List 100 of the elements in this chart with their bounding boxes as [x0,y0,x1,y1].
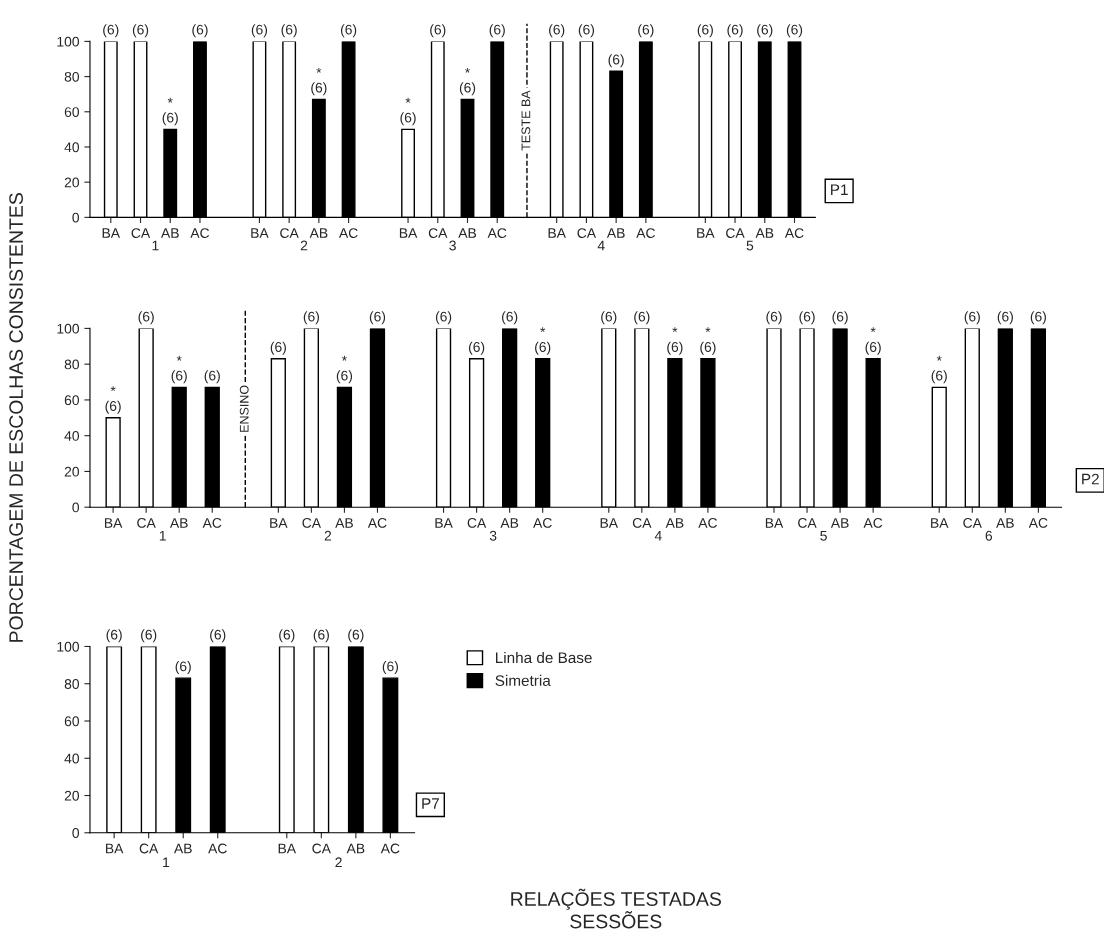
annotation: (6) [270,341,286,355]
x-tick-label: CA [137,517,156,528]
text: 2 [335,857,342,868]
x-tick-label: AC [636,228,655,238]
text: 4 [597,240,605,251]
x-tick-label: CA [726,228,745,238]
text: (6) [578,24,595,38]
x-tick-label: CA [963,517,982,528]
x-tick-label: BA [106,843,124,854]
x-tick-label: BA [270,518,288,528]
text: P7 [422,798,439,809]
text: 3 [489,530,497,541]
x-tick-label: AB [346,843,365,854]
x-tick-label: AB [996,518,1014,528]
x-tick-label: AC [487,228,507,238]
x-tick-label: AB [161,228,179,238]
x-tick-label: AC [338,228,358,238]
annotation: (6) [382,661,399,674]
x-tick-label: AC [533,517,552,528]
text: (6) [502,311,518,325]
text: 1 [163,857,170,868]
x-tick-label: CA [577,228,597,238]
x-tick-label: BA [102,228,121,238]
text: 3 [449,240,456,251]
y-axis-title: PORCENTAGEM DE ESCOLHAS CONSISTENTES [9,193,23,642]
x-tick-label: CA [139,843,159,854]
y-tick-label: 40 [64,142,80,153]
y-tick-label: 80 [64,359,80,370]
text: 1 [152,240,159,251]
y-tick-label: 20 [64,466,80,477]
x-tick-label: AB [173,843,192,854]
y-tick-label: 60 [64,107,80,117]
x-tick-label: AB [665,518,684,528]
text: (6) [303,311,319,325]
annotation: (6) [175,661,191,674]
text: (6) [601,311,617,325]
text: (6) [549,24,565,38]
x-tick-label: BA [548,228,566,238]
x-tick-label: AC [784,228,804,238]
x-tick-label: BA [435,518,453,528]
text: (6) [251,24,268,38]
text: (6) [799,311,815,325]
y-tick-label: 100 [57,323,80,334]
y-tick-label: 20 [64,790,80,801]
text: (6) [132,24,149,38]
x-tick-label: BA [278,843,297,854]
y-tick-label: 0 [72,212,80,223]
x-tick-label: AC [380,843,400,854]
x-tick-label: AB [755,228,774,238]
annotation: ENSINO [239,385,249,432]
text: P2 [1082,473,1099,485]
x-tick-label: AC [190,228,210,238]
x-tick-label: AB [309,228,328,238]
y-tick-label: 0 [72,502,80,513]
text: (6) [141,629,157,643]
x-tick-label: BA [697,228,715,238]
x-tick-label: AB [335,518,353,528]
annotation: * (6) [667,327,683,355]
text: (6) [340,24,357,38]
text: (6) [210,629,226,643]
x-tick-label: BA [600,518,619,528]
y-tick-label: 60 [64,716,80,727]
text: 2 [300,240,308,251]
x-tick-label: AB [830,518,849,528]
text: (6) [489,24,505,38]
text: (6) [281,24,297,38]
text: (6) [638,24,654,38]
text: 1 [159,530,166,541]
x-tick-label: AC [202,517,222,528]
x-axis-title: RELAÇÕES TESTADAS SESSÕES [511,888,721,929]
text: (6) [727,24,743,38]
text: 5 [746,240,754,251]
annotation: * (6) [336,355,353,384]
x-tick-label: AB [606,228,625,238]
annotation: * (6) [535,327,551,355]
annotation: * (6) [162,97,178,126]
text: (6) [313,629,329,643]
x-tick-label: CA [798,517,817,528]
text: (6) [369,311,386,325]
text: (6) [766,311,782,325]
y-tick-label: 100 [57,641,80,652]
x-tick-label: CA [280,228,299,238]
text: 4 [654,530,662,541]
legend-label: Simetria [495,674,551,686]
y-tick-label: 60 [64,395,80,406]
y-tick-label: 100 [57,36,80,47]
y-tick-label: 20 [64,177,80,188]
x-tick-label: CA [312,843,331,854]
annotation: (6) [608,54,624,68]
text: (6) [103,24,119,38]
annotation: * (6) [400,97,416,126]
text: (6) [634,311,650,325]
text: P1 [831,184,848,195]
y-tick-label: 40 [64,431,80,441]
y-tick-label: 40 [64,753,80,764]
x-tick-label: AB [500,518,519,528]
x-tick-label: CA [302,517,321,528]
annotation: * (6) [311,67,327,96]
legend-label: Linha de Base [496,651,592,664]
x-tick-label: AB [458,228,477,238]
